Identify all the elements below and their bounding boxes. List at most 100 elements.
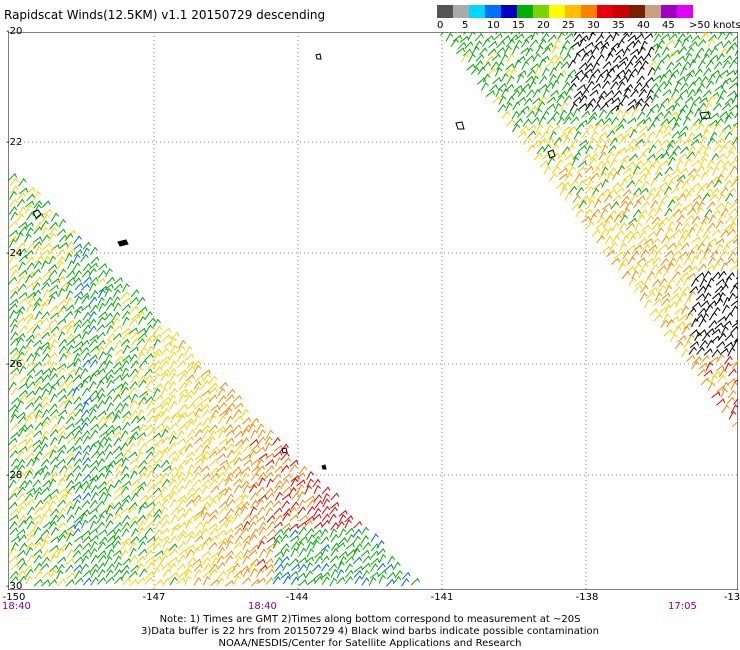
wind-barb xyxy=(604,97,614,105)
wind-barb xyxy=(688,265,698,273)
wind-barb xyxy=(675,159,684,169)
wind-barb xyxy=(106,346,115,356)
wind-barb xyxy=(73,429,83,439)
wind-barb xyxy=(161,562,171,571)
wind-barb xyxy=(137,375,147,384)
wind-barb xyxy=(677,235,686,244)
wind-barb xyxy=(130,528,139,538)
wind-barb xyxy=(169,490,178,500)
wind-barb xyxy=(66,344,75,354)
wind-barb xyxy=(48,318,58,327)
wind-barb xyxy=(104,395,113,405)
wind-barb xyxy=(330,542,340,551)
legend-tick-label: 10 xyxy=(487,20,500,31)
wind-barb xyxy=(193,436,203,445)
wind-barb xyxy=(618,136,627,145)
wind-barb xyxy=(607,188,617,196)
wind-barb xyxy=(168,556,179,564)
wind-barb xyxy=(56,308,65,318)
wind-barb xyxy=(41,331,51,340)
wind-barb xyxy=(242,568,251,578)
wind-barb xyxy=(232,394,242,403)
wind-barb xyxy=(564,153,574,161)
measurement-time-label: 17:05 xyxy=(668,601,697,612)
wind-barb xyxy=(642,139,651,148)
wind-barb xyxy=(41,579,51,587)
wind-barb xyxy=(468,53,476,63)
wind-barb xyxy=(560,101,569,111)
wind-barb xyxy=(609,241,618,251)
wind-barb xyxy=(281,522,291,530)
wind-barb xyxy=(152,535,162,545)
wind-barb xyxy=(105,542,115,550)
wind-barb xyxy=(186,360,196,369)
wind-barb xyxy=(168,535,178,544)
wind-barb xyxy=(40,562,50,571)
wind-barb xyxy=(106,563,115,572)
wind-barb xyxy=(41,200,51,208)
wind-barb xyxy=(576,84,586,91)
wind-barb xyxy=(630,193,639,202)
wind-barb xyxy=(681,180,690,190)
wind-barb xyxy=(723,114,732,124)
wind-barb xyxy=(184,507,193,517)
wind-barb xyxy=(595,118,605,127)
wind-barb xyxy=(10,542,19,552)
wind-barb xyxy=(114,463,123,473)
wind-barb xyxy=(48,500,56,510)
wind-barb xyxy=(202,472,211,481)
wind-barb xyxy=(632,187,642,196)
wind-barb xyxy=(57,487,68,495)
wind-barb xyxy=(216,471,226,480)
wind-barb xyxy=(16,242,26,251)
wind-barb xyxy=(715,278,725,286)
wind-barb xyxy=(587,73,596,84)
wind-barb xyxy=(588,157,597,167)
wind-barb xyxy=(545,60,555,68)
wind-barb xyxy=(321,562,330,572)
wind-barb xyxy=(57,415,65,425)
wind-barb xyxy=(18,226,28,235)
wind-barb xyxy=(610,116,619,126)
wind-barb xyxy=(521,83,531,91)
wind-barb xyxy=(690,255,699,265)
wind-barb xyxy=(90,540,98,550)
wind-barb xyxy=(511,110,520,120)
wind-barb xyxy=(152,555,162,564)
wind-barb xyxy=(194,444,204,453)
wind-barb xyxy=(580,195,590,203)
wind-barb xyxy=(626,222,635,231)
wind-barb xyxy=(106,529,116,537)
wind-barb xyxy=(716,153,726,161)
wind-barb xyxy=(272,500,282,508)
wind-barb xyxy=(565,130,573,140)
wind-barb xyxy=(185,499,195,507)
wind-barb xyxy=(8,555,18,564)
wind-barb xyxy=(280,533,289,543)
wind-barb xyxy=(626,40,636,49)
wind-barb xyxy=(146,478,155,488)
wind-barb xyxy=(646,291,656,299)
wind-barb xyxy=(677,335,687,343)
legend-swatch xyxy=(565,5,581,18)
wind-barb xyxy=(553,38,561,49)
wind-barb xyxy=(178,373,187,382)
wind-barb xyxy=(25,334,35,342)
wind-barb xyxy=(674,307,684,315)
wind-barb xyxy=(733,379,738,384)
wind-barb xyxy=(192,494,202,503)
wind-barb xyxy=(120,498,130,508)
wind-barb xyxy=(26,368,36,376)
wind-barb xyxy=(643,276,652,286)
wind-barb xyxy=(152,487,162,496)
wind-barb xyxy=(74,570,83,580)
wind-barb xyxy=(73,253,81,264)
wind-barb xyxy=(218,438,228,446)
wind-barb xyxy=(596,215,605,225)
wind-barb xyxy=(65,564,74,573)
wind-barb xyxy=(471,45,480,55)
wind-barb xyxy=(661,297,670,306)
wind-barb xyxy=(280,451,290,461)
wind-barb xyxy=(709,46,719,56)
wind-barb xyxy=(139,568,148,578)
